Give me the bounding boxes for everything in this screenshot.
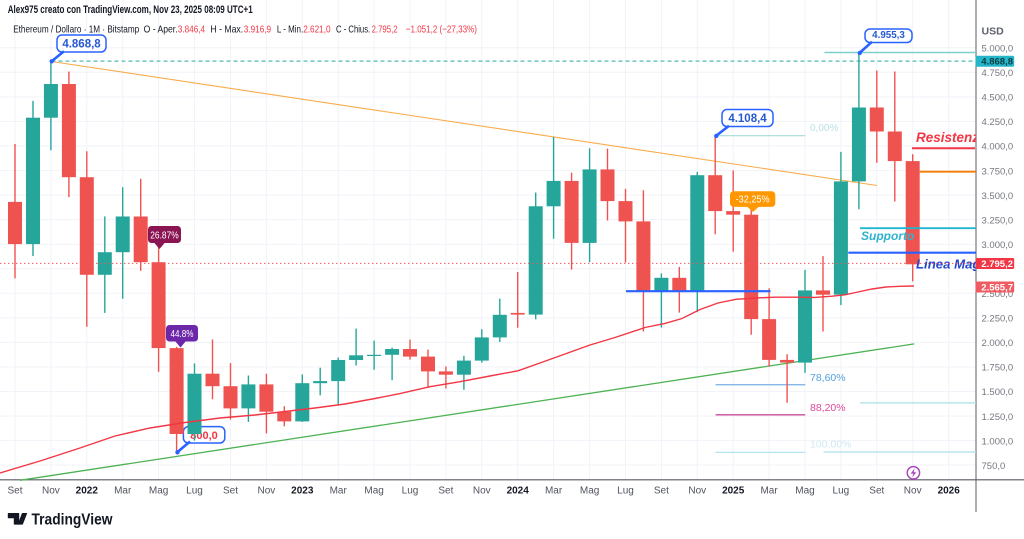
svg-text:Set: Set [438,485,453,496]
svg-text:44.8%: 44.8% [171,329,194,340]
svg-text:Lug: Lug [402,485,419,496]
svg-text:Nov: Nov [688,485,706,496]
svg-text:Supporto: Supporto [861,229,914,243]
svg-text:2024: 2024 [507,485,530,496]
svg-text:0,00%: 0,00% [810,123,838,134]
svg-text:3.916,9: 3.916,9 [244,24,271,36]
svg-text:4.500,0: 4.500,0 [982,93,1014,104]
svg-text:2023: 2023 [291,485,314,496]
svg-text:C - Chius.: C - Chius. [336,24,370,36]
svg-text:4.868,8: 4.868,8 [981,57,1013,68]
svg-text:4.868,8: 4.868,8 [62,39,101,51]
svg-text:100,00%: 100,00% [810,439,851,451]
svg-text:Nov: Nov [904,485,922,496]
svg-text:2.565,7: 2.565,7 [981,282,1013,293]
svg-text:2.795,2: 2.795,2 [372,24,398,36]
svg-text:2022: 2022 [76,485,99,496]
svg-text:Mar: Mar [330,485,348,496]
svg-text:Linea Magino: Linea Magino [916,257,1000,272]
svg-text:Resistenza: Resistenza [916,130,987,145]
svg-text:1.500,0: 1.500,0 [982,387,1014,398]
svg-text:26.87%: 26.87% [150,230,179,241]
svg-text:Mag: Mag [795,485,814,496]
svg-text:4.750,0: 4.750,0 [982,68,1014,79]
svg-text:3.250,0: 3.250,0 [982,215,1014,226]
svg-text:Nov: Nov [42,485,60,496]
svg-text:88,20%: 88,20% [810,402,846,414]
svg-text:3.500,0: 3.500,0 [982,191,1014,202]
svg-text:-32,25%: -32,25% [736,195,770,206]
svg-text:Mag: Mag [149,485,168,496]
svg-text:750,0: 750,0 [982,461,1006,472]
svg-text:1.000,0: 1.000,0 [982,436,1014,447]
svg-text:2.621,0: 2.621,0 [303,24,331,36]
svg-text:Nov: Nov [473,485,491,496]
svg-text:3.000,0: 3.000,0 [982,240,1014,251]
svg-text:Set: Set [869,485,884,496]
svg-text:USD: USD [982,26,1005,38]
svg-text:1.750,0: 1.750,0 [982,363,1014,374]
svg-text:Lug: Lug [186,485,203,496]
svg-text:78,60%: 78,60% [810,372,846,384]
svg-text:Mar: Mar [545,485,563,496]
svg-text:−1.051,2 (−27,33%): −1.051,2 (−27,33%) [406,24,477,36]
svg-text:Set: Set [654,485,669,496]
svg-text:4.000,0: 4.000,0 [982,142,1014,153]
svg-text:2025: 2025 [722,485,745,496]
svg-text:Set: Set [7,485,22,496]
svg-text:4.955,3: 4.955,3 [872,30,905,41]
svg-text:Set: Set [223,485,238,496]
svg-text:Alex975 creato con TradingView: Alex975 creato con TradingView.com, Nov … [8,4,253,16]
svg-text:3.750,0: 3.750,0 [982,166,1014,177]
svg-text:2.500,0: 2.500,0 [982,289,1014,300]
svg-text:Mag: Mag [364,485,383,496]
svg-text:2.250,0: 2.250,0 [982,314,1014,325]
svg-text:L - Min.: L - Min. [277,24,303,36]
svg-text:TradingView: TradingView [32,512,114,529]
svg-text:Lug: Lug [833,485,850,496]
svg-text:2026: 2026 [938,485,961,496]
svg-text:Mar: Mar [760,485,778,496]
svg-text:4.250,0: 4.250,0 [982,117,1014,128]
svg-text:2.000,0: 2.000,0 [982,338,1014,349]
svg-text:Mar: Mar [114,485,132,496]
svg-text:3.846,4: 3.846,4 [178,24,205,36]
svg-text:Ethereum / Dollaro · 1M · Bits: Ethereum / Dollaro · 1M · Bitstamp [13,24,139,36]
svg-text:H - Max.: H - Max. [210,24,243,36]
svg-text:Nov: Nov [258,485,276,496]
svg-text:2.795,2: 2.795,2 [981,259,1013,270]
svg-text:O - Aper.: O - Aper. [144,24,178,36]
svg-text:5.000,0: 5.000,0 [982,44,1014,55]
svg-text:Mag: Mag [580,485,599,496]
svg-text:Lug: Lug [617,485,634,496]
svg-text:4.108,4: 4.108,4 [728,113,767,125]
svg-text:1.250,0: 1.250,0 [982,412,1014,423]
